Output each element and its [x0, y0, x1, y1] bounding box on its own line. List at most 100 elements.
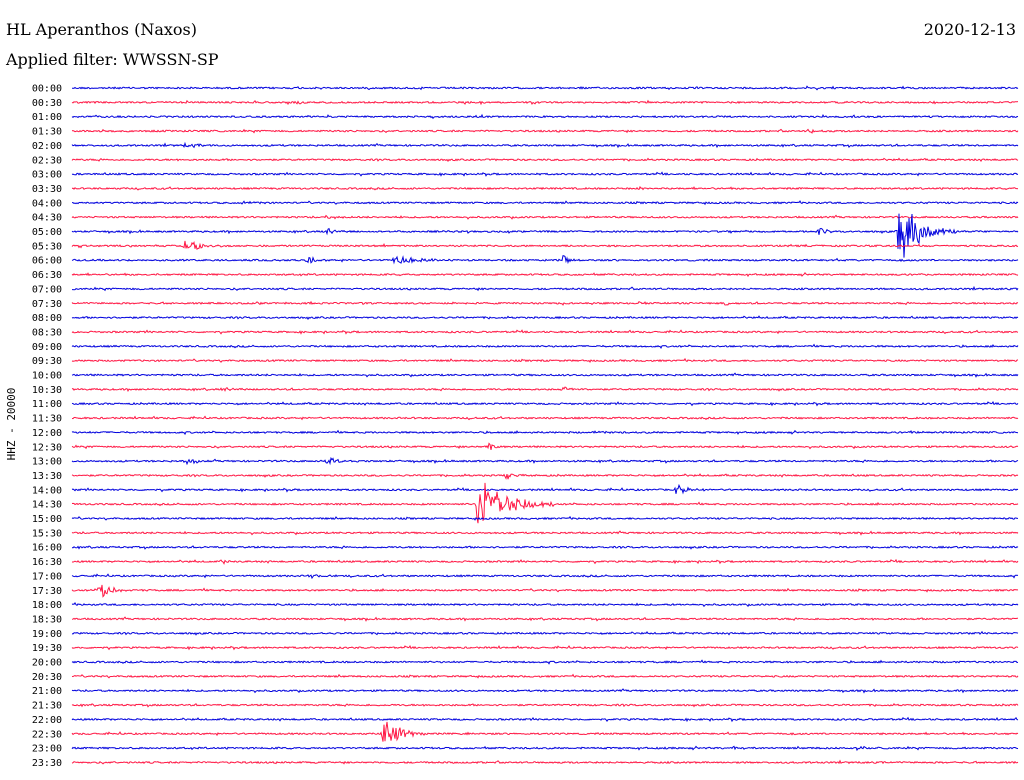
seismogram-trace: [71, 482, 1019, 524]
time-tick-label: 05:00: [32, 227, 62, 238]
time-tick-label: 03:30: [32, 184, 62, 195]
time-tick-label: 01:30: [32, 127, 62, 138]
time-tick-label: 00:30: [32, 98, 62, 109]
time-tick-label: 02:30: [32, 155, 62, 166]
seismogram-trace: [71, 673, 1019, 679]
station-title: HL Aperanthos (Naxos): [6, 20, 197, 39]
seismogram-trace: [71, 745, 1019, 752]
time-tick-label: 13:30: [32, 471, 62, 482]
seismogram-trace: [71, 716, 1019, 723]
time-tick-label: 05:30: [32, 241, 62, 252]
time-tick-label: 12:30: [32, 442, 62, 453]
time-tick-label: 13:00: [32, 457, 62, 468]
time-tick-label: 09:00: [32, 342, 62, 353]
time-tick-label: 07:00: [32, 284, 62, 295]
seismogram-trace: [71, 688, 1019, 694]
time-tick-label: 11:30: [32, 414, 62, 425]
time-tick-label: 16:00: [32, 543, 62, 554]
seismogram-trace: [71, 343, 1019, 350]
time-tick-label: 03:00: [32, 170, 62, 181]
time-tick-label: 08:30: [32, 327, 62, 338]
filter-label: Applied filter: WWSSN-SP: [6, 50, 219, 69]
time-tick-label: 04:00: [32, 198, 62, 209]
seismogram-trace: [71, 400, 1019, 407]
seismogram-trace: [71, 185, 1019, 191]
seismogram-trace: [71, 759, 1019, 765]
time-tick-label: 06:00: [32, 256, 62, 267]
time-tick-label: 19:30: [32, 643, 62, 654]
seismogram-trace: [71, 483, 1019, 495]
seismogram-trace: [72, 285, 1019, 292]
seismogram-trace: [71, 429, 1019, 436]
seismogram-trace: [71, 214, 1019, 220]
seismogram-trace: [71, 558, 1019, 565]
seismogram-trace: [71, 357, 1019, 363]
time-tick-label: 23:30: [32, 758, 62, 769]
seismogram-trace: [71, 702, 1019, 708]
time-tick-label: 22:30: [32, 729, 62, 740]
seismogram-trace: [71, 315, 1019, 321]
seismogram-trace: [71, 386, 1019, 393]
time-tick-label: 07:30: [32, 299, 62, 310]
time-tick-label: 16:30: [32, 557, 62, 568]
time-tick-label: 15:30: [32, 528, 62, 539]
seismogram-trace: [71, 573, 1019, 580]
seismogram-trace: [71, 601, 1019, 608]
seismogram-trace: [71, 644, 1019, 651]
time-tick-label: 20:00: [32, 658, 62, 669]
seismogram-trace: [71, 721, 1019, 742]
seismogram-trace: [71, 442, 1019, 450]
seismogram-trace: [71, 157, 1019, 163]
seismogram-trace: [71, 530, 1019, 536]
seismogram-trace: [71, 415, 1019, 421]
seismogram-trace: [71, 213, 1019, 258]
time-tick-label: 17:00: [32, 571, 62, 582]
time-tick-label: 04:30: [32, 213, 62, 224]
seismogram-trace: [71, 616, 1018, 622]
seismogram-trace: [71, 659, 1019, 665]
time-tick-label: 06:30: [32, 270, 62, 281]
time-tick-label: 22:00: [32, 715, 62, 726]
time-tick-label: 11:00: [32, 399, 62, 410]
time-tick-label: 02:00: [32, 141, 62, 152]
time-tick-label: 10:00: [32, 371, 62, 382]
seismogram-trace: [71, 271, 1019, 278]
time-tick-label: 00:00: [32, 84, 62, 95]
time-tick-label: 14:30: [32, 500, 62, 511]
seismogram-trace: [71, 240, 1019, 251]
seismogram-trace: [72, 200, 1019, 206]
seismogram-trace: [71, 515, 1018, 521]
time-tick-label: 08:00: [32, 313, 62, 324]
date-label: 2020-12-13: [923, 20, 1016, 39]
seismogram-trace: [71, 329, 1019, 335]
seismogram-trace: [71, 372, 1019, 378]
seismogram-trace: [71, 630, 1019, 636]
time-tick-label: 10:30: [32, 385, 62, 396]
time-tick-label: 09:30: [32, 356, 62, 367]
seismogram-trace: [71, 473, 1019, 480]
time-tick-label: 19:00: [32, 629, 62, 640]
time-tick-label: 01:00: [32, 112, 62, 123]
time-tick-label: 12:00: [32, 428, 62, 439]
time-tick-label: 20:30: [32, 672, 62, 683]
time-tick-label: 23:00: [32, 744, 62, 755]
time-tick-label: 21:00: [32, 686, 62, 697]
seismogram-trace: [71, 584, 1019, 598]
time-tick-label: 17:30: [32, 586, 62, 597]
seismogram-trace: [72, 85, 1019, 91]
seismogram-trace: [71, 99, 1019, 106]
seismogram-trace: [71, 141, 1019, 149]
seismogram-trace: [71, 300, 1019, 306]
seismogram-trace: [71, 255, 1019, 265]
seismogram-trace: [71, 113, 1019, 120]
time-tick-label: 14:00: [32, 485, 62, 496]
time-tick-label: 18:30: [32, 614, 62, 625]
time-tick-label: 15:00: [32, 514, 62, 525]
time-tick-label: 18:00: [32, 600, 62, 611]
y-axis-label: HHZ - 20000: [5, 388, 18, 461]
seismogram-trace: [71, 128, 1019, 134]
time-tick-label: 21:30: [32, 701, 62, 712]
seismogram-trace: [71, 456, 1019, 466]
seismogram-trace: [71, 171, 1019, 177]
